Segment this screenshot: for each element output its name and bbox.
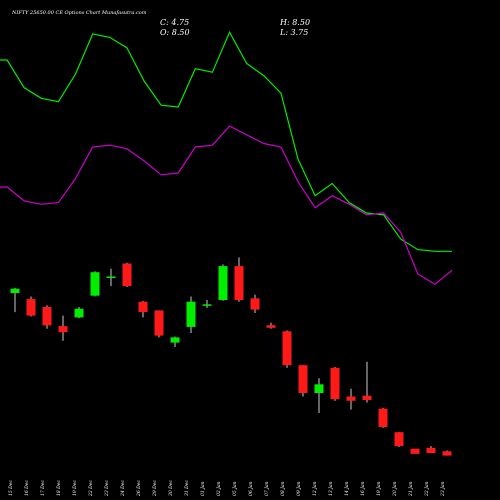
x-tick-label: 06 Jan: [248, 481, 254, 496]
x-tick-label: 01 Jan: [200, 481, 206, 496]
candle: [362, 361, 372, 403]
candle-body-up: [218, 266, 228, 300]
candle: [106, 268, 116, 287]
candle-body-down: [250, 298, 260, 310]
x-tick-label: 18 Dec: [56, 480, 62, 496]
x-tick-label: 24 Dec: [120, 480, 126, 497]
candle-body-down: [410, 448, 420, 454]
x-tick-label: 05 Jan: [232, 481, 238, 496]
x-tick-label: 22 Dec: [88, 480, 94, 497]
candle: [234, 257, 244, 302]
x-tick-label: 22 Jan: [424, 481, 430, 497]
candle-body-down: [42, 307, 52, 326]
x-tick-label: 15 Dec: [8, 480, 14, 496]
candle: [202, 300, 212, 308]
candle-body-up: [106, 276, 116, 278]
candle: [42, 305, 52, 329]
candle: [394, 432, 404, 447]
candle-body-up: [74, 308, 84, 318]
x-tick-label: 23 Jan: [440, 481, 446, 497]
x-tick-label: 17 Dec: [40, 480, 46, 496]
x-tick-label: 12 Jan: [312, 481, 318, 496]
candle: [26, 296, 36, 317]
x-tick-label: 16 Jan: [360, 481, 366, 496]
candle-body-down: [266, 325, 276, 328]
candle-body-up: [314, 384, 324, 393]
x-tick-label: 29 Dec: [152, 480, 158, 497]
x-tick-label: 30 Dec: [168, 480, 174, 496]
candle-body-up: [186, 301, 196, 327]
candle: [282, 330, 292, 368]
x-tick-label: 08 Jan: [280, 481, 286, 496]
close-readout: C: 4.75: [160, 18, 189, 27]
candle: [170, 336, 180, 347]
x-tick-label: 02 Jan: [216, 481, 222, 496]
candle-body-down: [330, 367, 340, 400]
candle-body-down: [394, 432, 404, 447]
candle-body-down: [138, 301, 148, 313]
overlay-lines: [0, 30, 453, 286]
candle: [298, 365, 308, 397]
x-tick-label: 14 Jan: [344, 481, 350, 496]
candle-body-down: [346, 396, 356, 401]
candle: [74, 306, 84, 319]
x-tick-label: 26 Dec: [136, 480, 142, 497]
x-tick-label: 31 Dec: [184, 480, 190, 496]
candle: [122, 262, 132, 287]
candle: [218, 264, 228, 301]
overlay-line-2: [0, 125, 453, 286]
x-axis-ticks: 15 Dec 16 Dec 17 Dec 18 Dec 19 Dec 22 Dec 23 D…: [8, 480, 446, 497]
candle-body-down: [298, 365, 308, 393]
candle: [10, 287, 20, 313]
candle: [346, 388, 356, 410]
candle: [426, 446, 436, 454]
candle-body-down: [282, 331, 292, 366]
candle: [58, 315, 68, 341]
candle-body-down: [442, 451, 452, 456]
x-tick-label: 19 Dec: [72, 480, 78, 496]
x-tick-label: 23 Dec: [104, 480, 110, 497]
candle: [186, 296, 196, 334]
candle: [330, 366, 340, 401]
candle: [138, 300, 148, 318]
candle-body-up: [10, 288, 20, 293]
candlesticks: [10, 257, 452, 456]
candle-body-down: [26, 299, 36, 316]
candle-body-down: [234, 266, 244, 300]
candle-body-up: [170, 337, 180, 343]
x-tick-label: 13 Jan: [328, 481, 334, 496]
x-tick-label: 07 Jan: [264, 481, 270, 496]
candle-body-up: [90, 272, 100, 296]
high-readout: H: 8.50: [279, 18, 310, 27]
candle: [154, 310, 164, 338]
candle: [410, 448, 420, 454]
candle: [378, 407, 388, 428]
candle: [314, 378, 324, 414]
x-tick-label: 09 Jan: [296, 481, 302, 496]
chart-title: NIFTY 25650.00 CE Options Chart Munafasu…: [11, 10, 147, 16]
candle-body-down: [154, 310, 164, 336]
candle: [442, 450, 452, 456]
candle-body-up: [202, 304, 212, 306]
candle-body-down: [378, 408, 388, 427]
x-tick-label: 19 Jan: [376, 481, 382, 496]
candle-body-down: [58, 326, 68, 333]
candle: [90, 271, 100, 297]
open-readout: O: 8.50: [160, 28, 190, 37]
x-tick-label: 20 Jan: [392, 481, 398, 497]
low-readout: L: 3.75: [279, 28, 308, 37]
x-tick-label: 16 Dec: [24, 480, 30, 496]
candle-body-down: [426, 447, 436, 453]
candle: [250, 294, 260, 314]
candle-body-down: [122, 263, 132, 287]
candle-body-down: [362, 395, 372, 400]
x-tick-label: 21 Jan: [408, 481, 414, 497]
candle: [266, 322, 276, 329]
